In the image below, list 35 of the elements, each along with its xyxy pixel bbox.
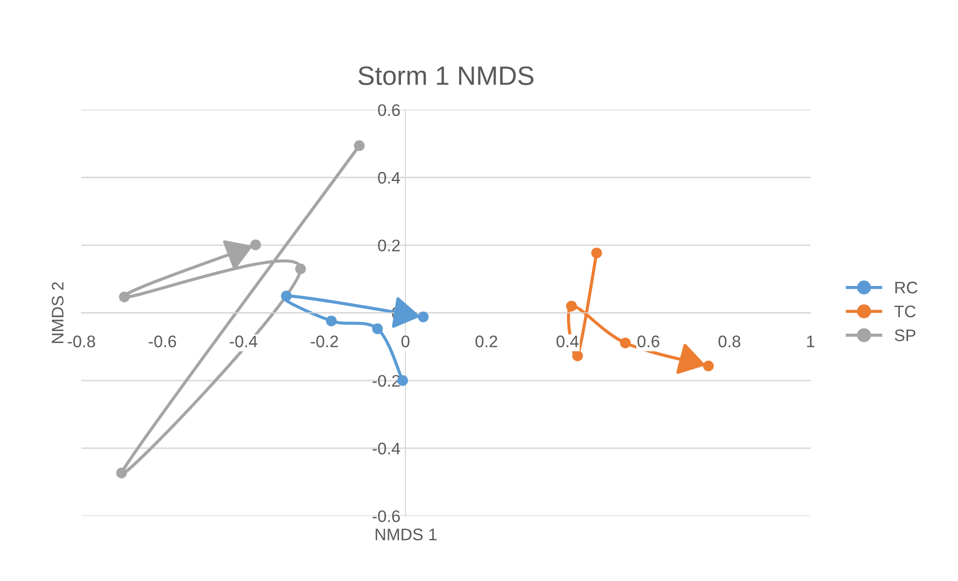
point (372, 323, 383, 334)
legend-label: TC (894, 306, 916, 318)
point (703, 360, 714, 372)
point (116, 468, 127, 478)
legend-label: RC (895, 282, 918, 294)
point (418, 312, 429, 322)
x-tick-label: 0 (401, 336, 410, 348)
point (295, 263, 306, 274)
x-tick-label: -0.8 (68, 336, 96, 348)
point (591, 248, 602, 258)
x-tick-label: -0.2 (310, 336, 338, 348)
point (354, 140, 365, 152)
chart-title: Storm 1 NMDS (358, 66, 534, 86)
y-tick-label: -0.4 (372, 442, 400, 454)
point (118, 292, 130, 302)
point (326, 316, 337, 326)
x-tick-label: 0.2 (476, 336, 498, 348)
point (620, 338, 631, 348)
x-tick-label: -0.6 (148, 336, 176, 348)
y-tick-label: 0.4 (378, 172, 400, 184)
x-tick-label: -0.4 (230, 336, 258, 348)
legend-label: SP (894, 329, 916, 342)
point (250, 239, 261, 250)
y-tick-label: 0.6 (378, 104, 400, 116)
x-tick-label: 0.8 (718, 336, 740, 348)
x-tick-label: 0.4 (556, 336, 579, 348)
x-tick-label: 1 (807, 336, 814, 348)
x-axis-title: NMDS 1 (376, 528, 437, 540)
point (280, 290, 292, 302)
x-tick-label: 0.6 (638, 336, 660, 348)
y-tick-label: 0.2 (378, 240, 400, 252)
y-axis-title: NMDS 2 (52, 282, 64, 343)
point (566, 300, 577, 312)
point (572, 350, 583, 362)
y-tick-label: -0.6 (372, 510, 400, 522)
